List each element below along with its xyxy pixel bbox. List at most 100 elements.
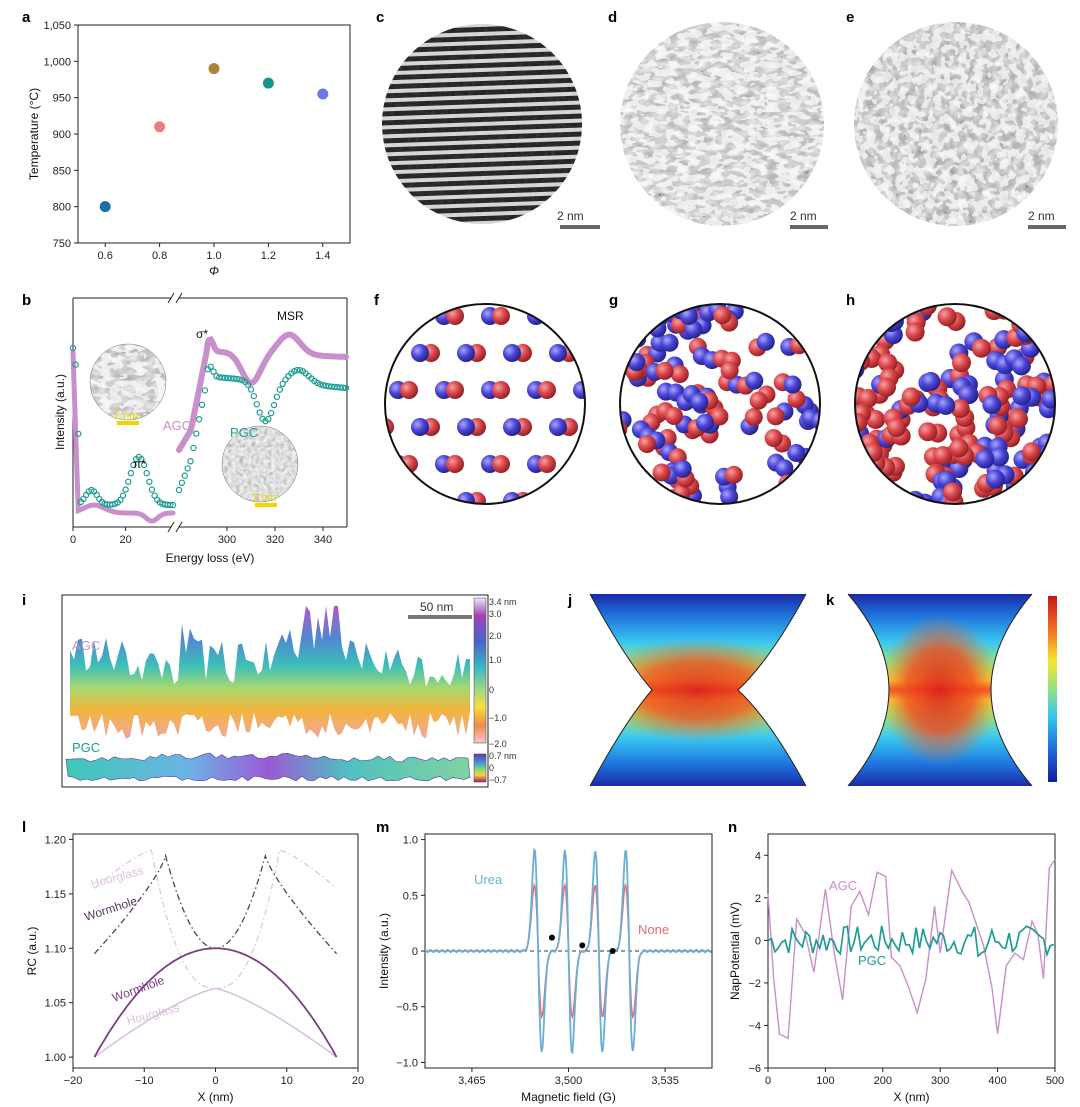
- point-b-pgc: [140, 461, 148, 469]
- xlabel-m: Magnetic field (G): [521, 1090, 616, 1104]
- point-b-pgc: [296, 366, 304, 374]
- atom-h: [878, 353, 898, 373]
- atom-f: [446, 455, 464, 473]
- point-b-pgc: [293, 366, 301, 374]
- atom-h: [855, 342, 866, 362]
- point-b-pgc: [322, 382, 330, 390]
- label-l-wormhole-top: Wormhole: [83, 894, 139, 924]
- atom-f: [606, 344, 624, 362]
- atom-g: [620, 479, 639, 498]
- xtick-label-m: 3,535: [651, 1075, 679, 1087]
- xtick-label-n: 100: [816, 1075, 834, 1087]
- point-b-pgc: [148, 486, 156, 493]
- point-b-pgc: [270, 401, 278, 409]
- ytick-label-l: 1.05: [45, 998, 66, 1010]
- atom-f: [584, 381, 585, 399]
- series-m-urea: [424, 847, 712, 1055]
- atom-g: [811, 411, 820, 430]
- point-b-pgc: [184, 465, 191, 472]
- atom-h: [1032, 309, 1052, 329]
- atom-f: [538, 381, 556, 399]
- atom-g: [625, 464, 644, 483]
- point-b-pgc: [127, 469, 135, 477]
- atom-f: [411, 492, 429, 504]
- atom-h: [1012, 386, 1032, 406]
- simulation-field-k: [838, 593, 1057, 787]
- atom-f: [411, 344, 429, 362]
- atom-h: [863, 499, 883, 504]
- atom-f: [385, 418, 394, 436]
- simulation-field-j: [580, 593, 816, 787]
- atom-h: [1034, 460, 1054, 480]
- atom-f: [385, 344, 394, 362]
- atom-f: [400, 381, 418, 399]
- point-b-pgc: [267, 409, 275, 417]
- colorbar-k: [1048, 596, 1057, 782]
- point-b-pgc: [122, 486, 129, 493]
- atom-h: [933, 446, 953, 466]
- label-n-pgc: PGC: [858, 953, 886, 968]
- scalebar-d: [790, 225, 828, 229]
- xlabel-l: X (nm): [198, 1090, 234, 1104]
- chart-l: 1.00 1.05 1.10 1.15 1.20 −20 −10 0 10 20 X (nm) RC …: [25, 833, 364, 1104]
- ytick-label-m: −0.5: [396, 1002, 418, 1014]
- point-b-pgc: [69, 344, 77, 352]
- atom-g: [810, 449, 820, 468]
- scalebar-i: [408, 615, 472, 619]
- point-b-pgc: [265, 415, 272, 423]
- point-b-pgc: [125, 478, 132, 486]
- xlabel-b: Energy loss (eV): [166, 551, 255, 565]
- colorbar-top-label: −1.0: [489, 713, 507, 723]
- label-b-pi: π*: [133, 457, 146, 471]
- point-b-pgc: [198, 401, 206, 408]
- colorbar-bottom-label: 0: [489, 763, 494, 773]
- xtick-label-a: 1.0: [206, 250, 221, 262]
- atom-h: [858, 388, 878, 408]
- atom-g: [713, 306, 732, 325]
- atom-f: [446, 381, 464, 399]
- atom-f: [619, 307, 637, 325]
- xtick-label-b: 340: [314, 534, 332, 546]
- ytick-label-a: 1,050: [43, 20, 71, 32]
- atom-h: [1030, 479, 1050, 499]
- atom-f: [385, 492, 394, 504]
- scalebar-e: [1028, 225, 1066, 229]
- atom-h: [884, 311, 904, 331]
- point-b-pgc: [187, 458, 194, 465]
- point-b-pgc: [138, 455, 145, 463]
- marker-m: [609, 948, 616, 954]
- atom-f: [538, 307, 556, 325]
- plot-frame-a: [77, 24, 351, 244]
- point-b-pgc: [181, 472, 188, 479]
- point-b-pgc: [119, 492, 127, 499]
- atom-h: [975, 449, 995, 469]
- agc-surface: [70, 606, 470, 739]
- xtick-label-l: −20: [64, 1075, 83, 1087]
- atom-h: [855, 413, 868, 433]
- atom-f: [573, 455, 585, 473]
- ytick-label-n: −2: [748, 978, 761, 990]
- ytick-label-l: 1.00: [45, 1052, 66, 1064]
- atom-h: [870, 492, 890, 504]
- point-b-pgc: [201, 387, 209, 394]
- panel-label-m: m: [376, 819, 389, 836]
- ytick-label-a: 800: [53, 202, 71, 214]
- chart-a: 750 800 850 900 950 1,000 1,050 0.6 0.8 1.0 1.2 1.4…: [27, 20, 351, 278]
- atom-g: [710, 407, 729, 426]
- atom-f: [595, 418, 613, 436]
- ytick-label-a: 950: [53, 93, 71, 105]
- scalebar-label-b-agc: 2 nm: [114, 410, 138, 422]
- point-b-pgc: [216, 374, 223, 381]
- atom-h: [921, 372, 941, 392]
- ytick-label-n: 4: [755, 850, 761, 862]
- atom-f: [389, 307, 407, 325]
- point-b-pgc: [167, 501, 174, 509]
- label-b-msr: MSR: [277, 309, 304, 323]
- atom-h: [918, 422, 938, 442]
- series-b-agc-lowloss: [70, 349, 176, 524]
- atom-f: [457, 492, 475, 504]
- atom-h: [901, 387, 921, 407]
- atom-g: [695, 413, 714, 432]
- ytick-label-a: 900: [53, 129, 71, 141]
- xtick-label-a: 0.8: [152, 250, 167, 262]
